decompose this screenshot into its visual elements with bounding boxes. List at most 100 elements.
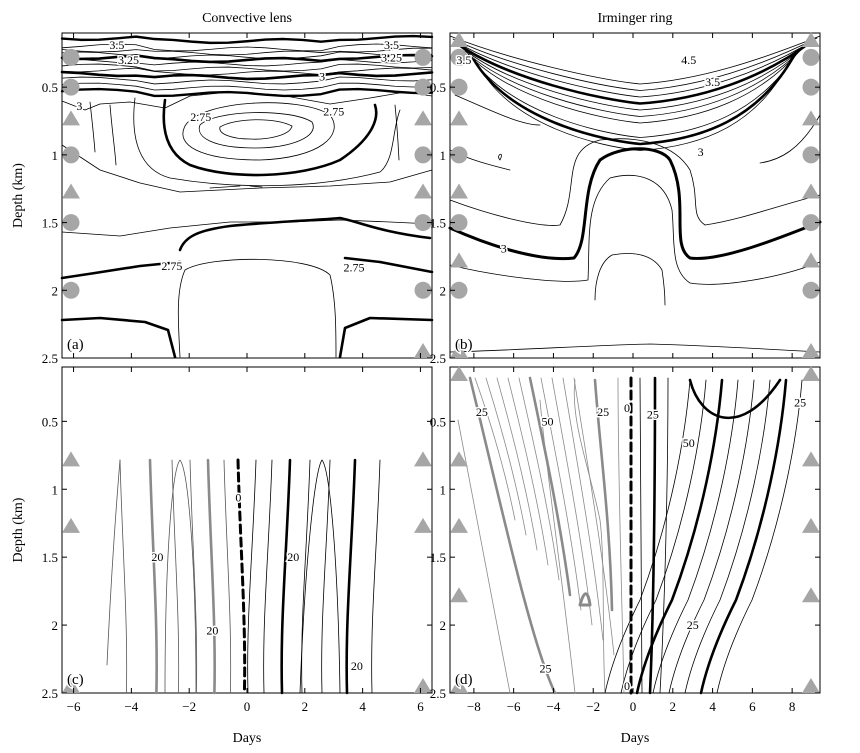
instrument-triangle-marker — [802, 110, 820, 126]
x-tick-label: 4 — [709, 699, 716, 714]
instrument-triangle-marker — [802, 366, 820, 381]
contour-line — [338, 316, 434, 359]
contour-line — [648, 376, 657, 695]
contour-line — [498, 153, 502, 161]
plot-frame — [61, 366, 433, 694]
contour-label: 25 — [539, 662, 551, 676]
contour-label: 3.5 — [384, 38, 399, 52]
contour-line — [593, 378, 614, 612]
instrument-circle-marker — [802, 48, 820, 66]
contour-line — [394, 104, 400, 161]
contour-line — [518, 377, 560, 581]
instrument-triangle-marker — [414, 343, 432, 358]
contour-line — [249, 185, 263, 188]
contour-label: 0 — [624, 679, 630, 693]
instrument-triangle-marker — [802, 587, 820, 603]
instrument-circle-marker — [62, 214, 80, 232]
contour-line — [449, 138, 821, 226]
contour-line — [223, 459, 232, 694]
contour-label: 2.75 — [323, 105, 344, 119]
contour-label: 3 — [319, 69, 325, 83]
contour-line — [61, 47, 433, 56]
panel-letter: (d) — [455, 672, 473, 688]
contour-line — [236, 458, 247, 695]
contour-line — [345, 458, 357, 695]
contour-line — [60, 260, 182, 280]
contour-line — [61, 144, 433, 193]
contour-line — [454, 94, 541, 126]
contour-line — [219, 119, 293, 140]
contour-line — [659, 377, 669, 694]
contour-line — [164, 459, 197, 694]
instrument-triangle-marker — [802, 183, 820, 199]
contour-line — [449, 174, 821, 285]
x-tick-label: 4 — [359, 699, 366, 714]
y-tick-label: 0.5 — [42, 80, 58, 95]
x-tick-label: −8 — [467, 699, 481, 714]
instrument-triangle-marker — [450, 517, 468, 533]
contour-label: 20 — [206, 624, 218, 638]
contour-line — [496, 377, 538, 551]
y-tick-label: 0.5 — [430, 80, 446, 95]
instrument-triangle-marker — [62, 110, 80, 126]
contour-line — [688, 378, 782, 420]
contour-line — [470, 49, 800, 138]
instrument-triangle-marker — [450, 451, 468, 467]
y-tick-label: 2.5 — [430, 686, 446, 701]
y-tick-label: 1.5 — [42, 550, 58, 565]
contour-label: 20 — [351, 659, 363, 673]
contour-line — [60, 70, 434, 81]
x-tick-label: 2 — [302, 699, 309, 714]
instrument-triangle-marker — [414, 183, 432, 199]
y-tick-label: 1.5 — [430, 550, 446, 565]
x-tick-label: 6 — [417, 699, 424, 714]
contour-line — [60, 316, 177, 359]
instrument-triangle-marker — [450, 110, 468, 126]
contour-line — [467, 47, 803, 124]
instrument-circle-marker — [62, 281, 80, 299]
instrument-triangle-marker — [62, 451, 80, 467]
contour-line — [61, 43, 433, 52]
x-tick-label: 0 — [630, 699, 637, 714]
contour-line — [539, 399, 576, 694]
panel-b: 3.5 4.5 3.5 3 3 0.5 1 1.5 2 2.5 Irminger ring (b) — [430, 11, 822, 366]
instrument-circle-marker — [802, 281, 820, 299]
panel-letter: (c) — [67, 672, 84, 688]
panel-c: 0 20 20 20 20 0.5 1 1.5 2 2.5 −6 −4 −2 0 2 4 6 Days Depth … — [11, 366, 433, 746]
contour-line — [699, 378, 788, 695]
contour-line — [89, 101, 96, 153]
y-tick-label: 2 — [440, 618, 447, 633]
contour-label: 3.25 — [118, 53, 139, 67]
contour-line — [206, 458, 216, 695]
contour-line — [133, 97, 401, 187]
x-axis-label: Days — [621, 731, 650, 746]
contour-line — [60, 53, 434, 64]
y-tick-label: 2 — [440, 283, 447, 298]
contour-line — [182, 102, 335, 161]
instrument-triangle-marker — [802, 678, 820, 693]
y-tick-label: 2 — [52, 618, 59, 633]
contour-line — [109, 104, 117, 166]
instrument-circle-marker — [414, 214, 432, 232]
contour-label: 25 — [794, 395, 806, 409]
contour-line — [61, 76, 433, 85]
contour-label: 25 — [476, 405, 488, 419]
y-tick-label: 0.5 — [430, 414, 446, 429]
contour-line — [507, 377, 549, 566]
contour-field — [106, 458, 381, 695]
instrument-circle-marker — [62, 78, 80, 96]
y-axis-label: Depth (km) — [11, 497, 26, 562]
contour-line — [684, 379, 771, 694]
contour-line — [247, 459, 257, 694]
instrument-triangle-marker — [802, 343, 820, 358]
contour-line — [119, 459, 128, 694]
instrument-triangle-marker — [450, 678, 468, 693]
instrument-triangle-marker — [414, 451, 432, 467]
contour-line — [461, 43, 809, 111]
contour-line — [476, 53, 794, 151]
instrument-circle-marker — [802, 146, 820, 164]
instrument-triangle-marker — [450, 183, 468, 199]
contour-line — [371, 459, 381, 694]
contour-label: 2.75 — [161, 259, 182, 273]
contour-line — [301, 459, 311, 694]
